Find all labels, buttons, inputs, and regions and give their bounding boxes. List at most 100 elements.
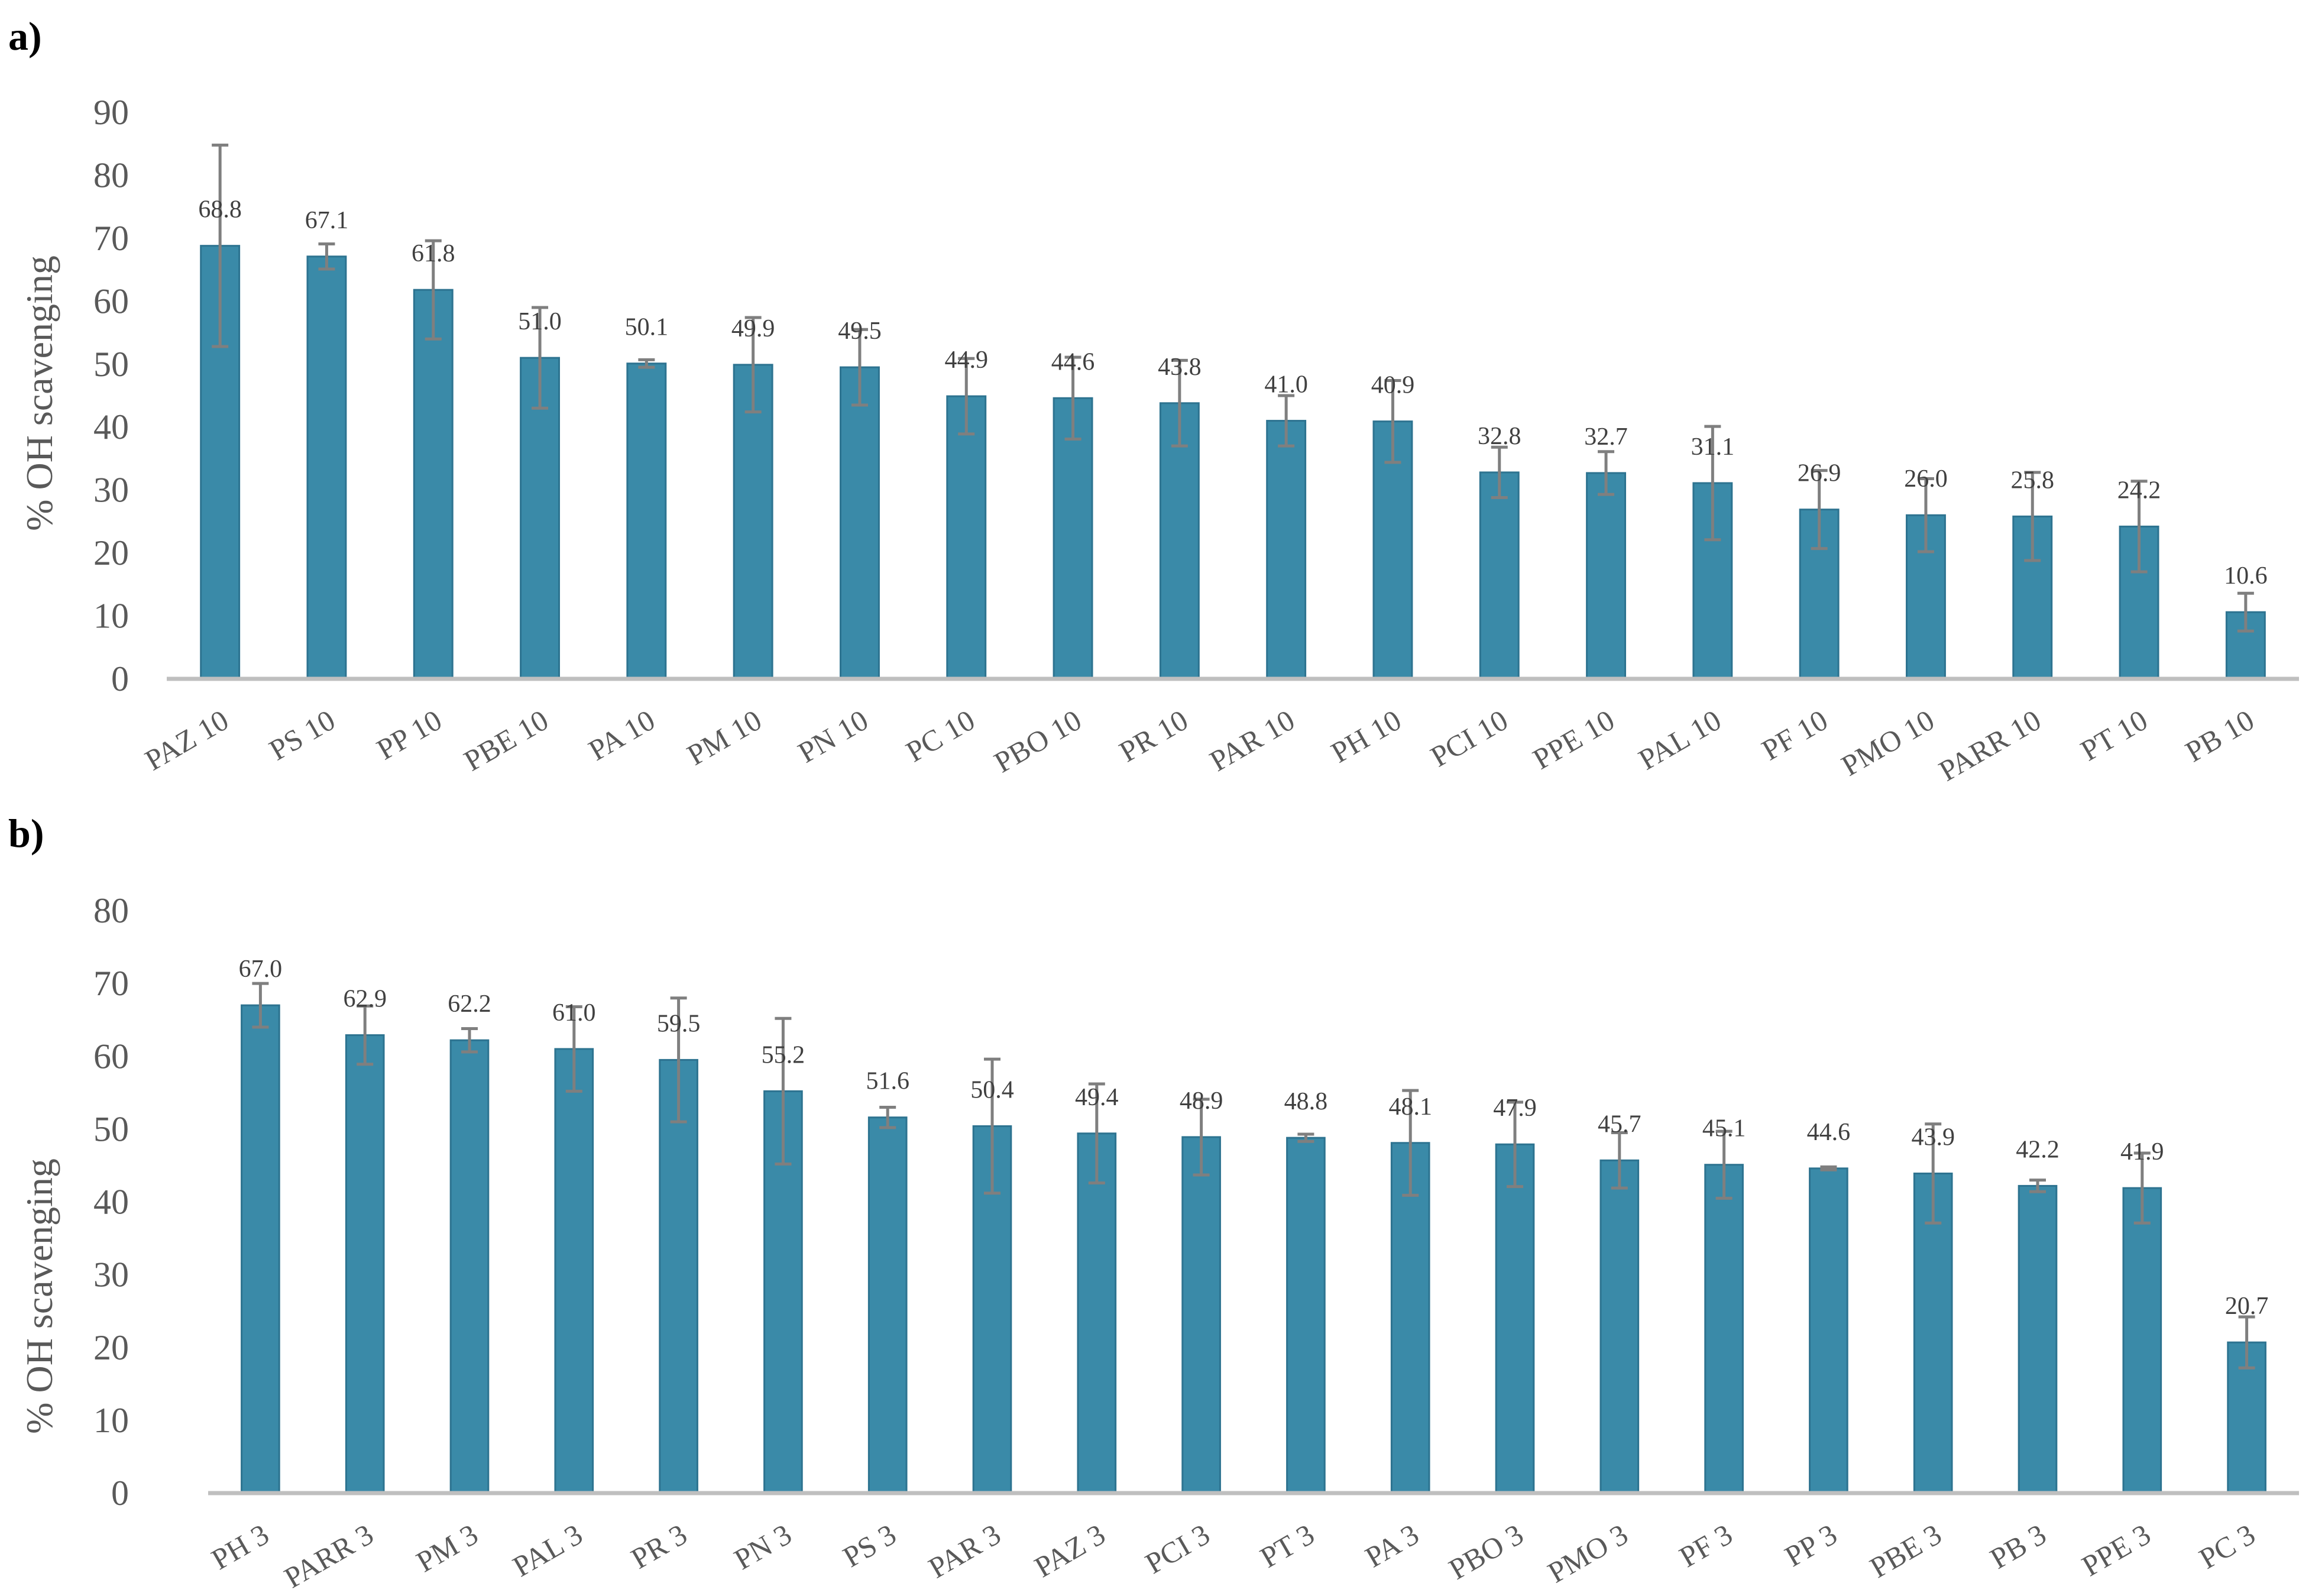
panel-a-category-label: PAL 10 xyxy=(1633,703,1726,776)
panel-a-data-labels: 68.8 67.1 61.8 51.0 50.1 49.9 49.5 44.9 44.6 43.8… xyxy=(198,196,2267,590)
panel-a-category-label: PPE 10 xyxy=(1527,703,1620,776)
panel-a-y-tick-label: 30 xyxy=(93,471,129,510)
panel-b-data-label: 48.8 xyxy=(1284,1088,1328,1115)
panel-b-error-bar xyxy=(2238,1315,2255,1370)
panel-b-error-bar xyxy=(775,1016,792,1166)
panel-b-data-label: 47.9 xyxy=(1493,1095,1537,1122)
panel-a-data-label: 31.1 xyxy=(1691,433,1735,461)
panel-b-bar xyxy=(1286,1137,1326,1494)
panel-b-category-label: PR 3 xyxy=(626,1517,692,1575)
panel-b-category-label: PP 3 xyxy=(1779,1517,1843,1573)
panel-b-category-label: PBE 3 xyxy=(1864,1517,1947,1584)
panel-a-error-bar xyxy=(2024,471,2041,562)
panel-b-error-bar xyxy=(1507,1100,1523,1189)
panel-b-y-axis-label: % OH scavenging xyxy=(18,1158,60,1434)
panel-a-category-label: PA 10 xyxy=(583,703,660,767)
panel-a-data-label: 41.0 xyxy=(1264,371,1308,399)
panel-b-category-labels: PH 3 PARR 3 PM 3 PAL 3 PR 3 PN 3 PS 3 PAR 3 PAZ … xyxy=(206,1517,2261,1594)
panel-b-bar xyxy=(1913,1172,1953,1494)
panel-a-error-bar xyxy=(1064,355,1081,441)
panel-b-error-bar xyxy=(1193,1098,1210,1177)
panel-b-data-label: 49.4 xyxy=(1075,1084,1119,1111)
panel-b-y-tick-label: 60 xyxy=(93,1037,129,1076)
panel-a-category-label: PC 10 xyxy=(901,703,980,768)
panel-a-bar xyxy=(839,366,880,680)
panel-b-y-tick-label: 0 xyxy=(111,1474,129,1513)
panel-b-category-label: PS 3 xyxy=(837,1517,902,1574)
panel-a-bar xyxy=(1372,420,1413,680)
panel-b-bar xyxy=(2122,1187,2162,1494)
panel-b-error-bar xyxy=(461,1027,478,1054)
panel-a-category-label: PB 10 xyxy=(2180,703,2259,768)
panel-a-error-bars xyxy=(212,143,2254,633)
panel-a-y-tick-label: 60 xyxy=(93,281,129,321)
panel-b-category-label: PBO 3 xyxy=(1443,1517,1529,1586)
panel-a-error-bar xyxy=(744,316,762,414)
panel-a-y-tick-label: 80 xyxy=(93,156,129,195)
panel-a-error-bar xyxy=(1704,425,1721,542)
panel-a-label: a) xyxy=(8,14,42,59)
panel-a-error-bar xyxy=(2130,480,2148,574)
panel-b-data-label: 45.7 xyxy=(1598,1111,1641,1138)
panel-b-data-label: 67.0 xyxy=(239,956,283,983)
panel-a-data-label: 26.0 xyxy=(1904,465,1948,493)
panel-a-error-bar xyxy=(318,242,335,271)
panel-b-error-bar xyxy=(1925,1122,1942,1225)
panel-b-error-bar xyxy=(1088,1082,1105,1184)
panel-a-error-bar xyxy=(1598,450,1615,496)
panel-b-data-label: 50.4 xyxy=(970,1076,1014,1103)
panel-a-y-tick-label: 90 xyxy=(93,93,129,132)
panel-a-data-label: 67.1 xyxy=(305,207,349,234)
panel-a-bar xyxy=(1479,471,1520,680)
panel-a-bar xyxy=(946,395,987,680)
panel-b-bar xyxy=(1390,1142,1430,1494)
panel-b-y-tick-label: 30 xyxy=(93,1255,129,1294)
panel-a-y-tick-label: 40 xyxy=(93,407,129,446)
panel-b-error-bar xyxy=(252,982,269,1029)
panel-a-category-label: PM 10 xyxy=(681,703,767,772)
panel-a-data-label: 44.9 xyxy=(945,347,989,374)
panel-a-category-label: PS 10 xyxy=(264,703,341,767)
panel-b-y-tick-label: 80 xyxy=(93,891,129,930)
panel-a-data-label: 43.8 xyxy=(1158,354,1202,381)
panel-a-error-bar xyxy=(1278,394,1295,448)
panel-b-bar xyxy=(659,1058,698,1494)
panel-b-data-label: 51.6 xyxy=(866,1068,909,1095)
panel-a-error-bar xyxy=(1811,469,1828,551)
panel-b-bar xyxy=(867,1116,908,1494)
panel-b-error-bar xyxy=(670,996,687,1124)
panel-a-data-label: 49.9 xyxy=(731,315,775,342)
panel-b-error-bar xyxy=(1715,1129,1733,1200)
panel-b-bar xyxy=(1495,1143,1535,1494)
panel-b-data-label: 44.6 xyxy=(1807,1119,1851,1146)
panel-a-error-bar xyxy=(1384,378,1401,464)
panel-b-category-label: PAZ 3 xyxy=(1029,1517,1110,1584)
panel-a-bar xyxy=(626,362,667,680)
panel-b-category-label: PF 3 xyxy=(1673,1517,1738,1574)
panel-b-data-label: 59.5 xyxy=(657,1010,701,1037)
panel-a-y-tick-label: 0 xyxy=(111,659,129,698)
panel-b-y-tick-label: 70 xyxy=(93,964,129,1003)
panel-b-bar xyxy=(241,1004,280,1494)
panel-a-category-label: PAR 10 xyxy=(1204,703,1300,778)
panel-a-category-label: PAZ 10 xyxy=(140,703,234,777)
panel-b-error-bar xyxy=(1820,1165,1837,1171)
panel-a-category-label: PCI 10 xyxy=(1425,703,1514,773)
panel-a-category-labels: PAZ 10 PS 10 PP 10 PBE 10 PA 10 PM 10 PN 10 PC … xyxy=(140,703,2260,788)
panel-b-y-tick-label: 50 xyxy=(93,1109,129,1148)
panel-a-y-ticks: 0 10 20 30 40 50 60 70 80 90 xyxy=(93,93,129,698)
panel-a-data-label: 40.9 xyxy=(1371,372,1415,399)
panel-b-data-label: 62.2 xyxy=(448,990,491,1018)
panel-b-data-label: 61.0 xyxy=(552,999,596,1027)
panel-b-category-label: PCI 3 xyxy=(1139,1517,1215,1580)
panel-b-data-label: 48.9 xyxy=(1180,1087,1223,1115)
panel-b-category-label: PB 3 xyxy=(1984,1517,2051,1575)
panel-a-error-bar xyxy=(425,239,442,341)
panel-b-error-bar xyxy=(2029,1179,2046,1193)
panel-a-bar xyxy=(520,357,561,680)
panel-a-category-label: PT 10 xyxy=(2075,703,2153,767)
panel-a-data-label: 26.9 xyxy=(1798,460,1841,487)
panel-b-error-bar xyxy=(2133,1151,2151,1225)
panel-b-category-label: PN 3 xyxy=(728,1517,797,1576)
